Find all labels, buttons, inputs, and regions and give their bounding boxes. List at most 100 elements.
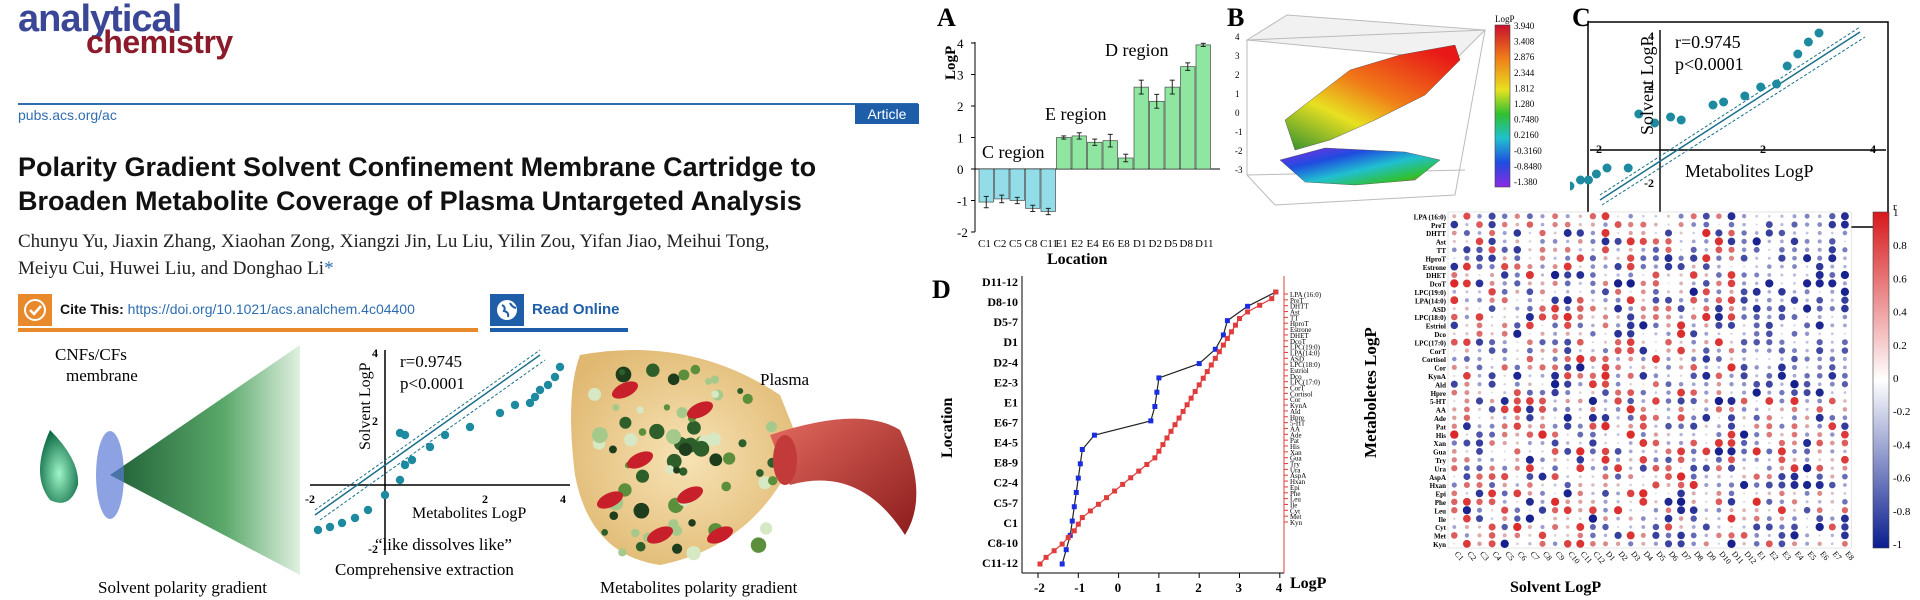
panel-e-cell (1526, 389, 1533, 396)
panel-e-cell (1714, 447, 1724, 456)
panel-e-cell (1490, 315, 1494, 319)
panel-d-right-label: LPA (16:0) (1290, 291, 1322, 299)
panel-e-cell (1805, 407, 1809, 411)
panel-e-cell (1602, 314, 1609, 320)
corresponding-author-mark[interactable]: * (324, 258, 334, 279)
panel-e-cell (1601, 246, 1610, 254)
panel-e-cell (1642, 332, 1645, 335)
panel-a-ytick: 0 (957, 162, 964, 177)
metabolite-particle (711, 390, 720, 399)
panel-e-cell (1591, 491, 1595, 496)
panel-e-cell (1502, 516, 1508, 522)
panel-e-cell (1541, 517, 1544, 520)
panel-e-cell (1804, 415, 1810, 421)
panel-e-cell (1755, 399, 1758, 403)
panel-e-cell (1477, 231, 1482, 235)
read-online-link[interactable]: Read Online (532, 301, 620, 318)
panel-e-cell (1816, 305, 1823, 312)
panel-e-cell (1679, 525, 1683, 529)
panel-d-point (1065, 534, 1071, 540)
panel-e-cell (1841, 540, 1848, 547)
panel-e-row-label: LPC(17:0) (1415, 339, 1447, 347)
panel-e-cell (1817, 214, 1822, 219)
authors-line1: Chunyu Yu, Jiaxin Zhang, Xiaohan Zong, X… (18, 231, 770, 252)
panel-e-cell (1704, 339, 1709, 345)
panel-e-cell (1452, 307, 1456, 311)
panel-e-col-label: D9 (1705, 550, 1718, 563)
panel-e-cell (1626, 262, 1635, 271)
panel-e-cell (1639, 414, 1647, 422)
panel-e-cell (1716, 432, 1722, 438)
panel-e-cell (1614, 473, 1622, 480)
panel-e-cell (1490, 365, 1494, 369)
panel-e-cell (1565, 525, 1570, 529)
panel-e-cell (1489, 440, 1495, 446)
panel-e-cell (1552, 247, 1558, 252)
panel-e-cell (1513, 229, 1522, 237)
panel-e-cell (1741, 272, 1747, 278)
panel-b-colorbar-tick: -0.8480 (1514, 161, 1542, 171)
panel-d-ytick: D8-10 (987, 295, 1018, 309)
panel-e-cell (1589, 448, 1596, 455)
globe-icon[interactable] (490, 294, 524, 326)
panel-c-point (1676, 115, 1686, 125)
panel-e-cell (1552, 465, 1558, 472)
panel-e-cell (1525, 270, 1534, 280)
panel-e-cell (1640, 532, 1646, 538)
panel-e-row-label: Ald (1435, 381, 1446, 389)
panel-e-cell (1665, 314, 1672, 320)
panel-a-bar (1040, 168, 1056, 212)
panel-e-cell (1842, 415, 1848, 421)
panel-e-cell (1679, 289, 1683, 294)
panel-e-cell (1691, 339, 1697, 345)
panel-e-cell (1590, 222, 1595, 227)
panel-e-cell (1677, 305, 1685, 313)
doi-link[interactable]: https://doi.org/10.1021/acs.analchem.4c0… (127, 301, 415, 317)
panel-e-cell (1541, 450, 1544, 453)
panel-e-cell (1488, 237, 1496, 246)
panel-e-cell (1842, 281, 1847, 286)
metabolite-particle (688, 519, 696, 527)
panel-e-cell (1716, 507, 1722, 513)
panel-e-cell (1815, 262, 1824, 271)
panel-e-cell (1501, 523, 1508, 531)
panel-e-cell (1766, 498, 1773, 505)
panel-b-ztick: 2 (1235, 70, 1240, 80)
panel-e-cell (1804, 322, 1811, 329)
panel-e-cell (1528, 257, 1532, 260)
panel-e-cell (1652, 280, 1660, 287)
panel-e-cell (1603, 533, 1608, 538)
panel-e-cell (1692, 408, 1695, 411)
inset-point (407, 455, 417, 465)
panel-e-cell (1742, 542, 1746, 546)
panel-e-cell (1690, 439, 1698, 447)
inset-tick-y0: 4 (372, 346, 378, 360)
panel-e-cell (1817, 356, 1823, 362)
panel-e-cell (1689, 506, 1698, 515)
paper-title-line1: Polarity Gradient Solvent Confinement Me… (18, 152, 817, 182)
panel-e-cell (1741, 448, 1748, 455)
panel-e-cell (1830, 457, 1835, 462)
panel-e-cell (1664, 497, 1673, 506)
panel-e-cell (1627, 414, 1634, 421)
panel-e-cell (1767, 491, 1772, 496)
panel-e-cell (1791, 423, 1798, 430)
panel-e-cell (1563, 506, 1572, 515)
panel-e-cell (1601, 228, 1610, 238)
panel-e-cell (1803, 380, 1811, 388)
journal-url[interactable]: pubs.acs.org/ac (18, 107, 117, 123)
panel-e-cell (1489, 280, 1495, 286)
panel-e-cell (1840, 220, 1849, 229)
inset-point (363, 505, 373, 515)
panel-e-cell (1564, 380, 1572, 388)
panel-e-cell (1817, 255, 1823, 261)
panel-e-cell (1792, 491, 1797, 495)
panel-e-colorbar-tick: -0.8 (1893, 506, 1911, 518)
panel-e-cell (1464, 255, 1470, 261)
panel-e-cell (1641, 399, 1646, 403)
panel-e-row-label: LPA(14:0) (1415, 297, 1447, 305)
panel-e-cell (1526, 321, 1534, 330)
panel-d-point (1051, 548, 1057, 554)
panel-e-cell (1828, 422, 1837, 431)
panel-e-cell (1766, 339, 1773, 346)
